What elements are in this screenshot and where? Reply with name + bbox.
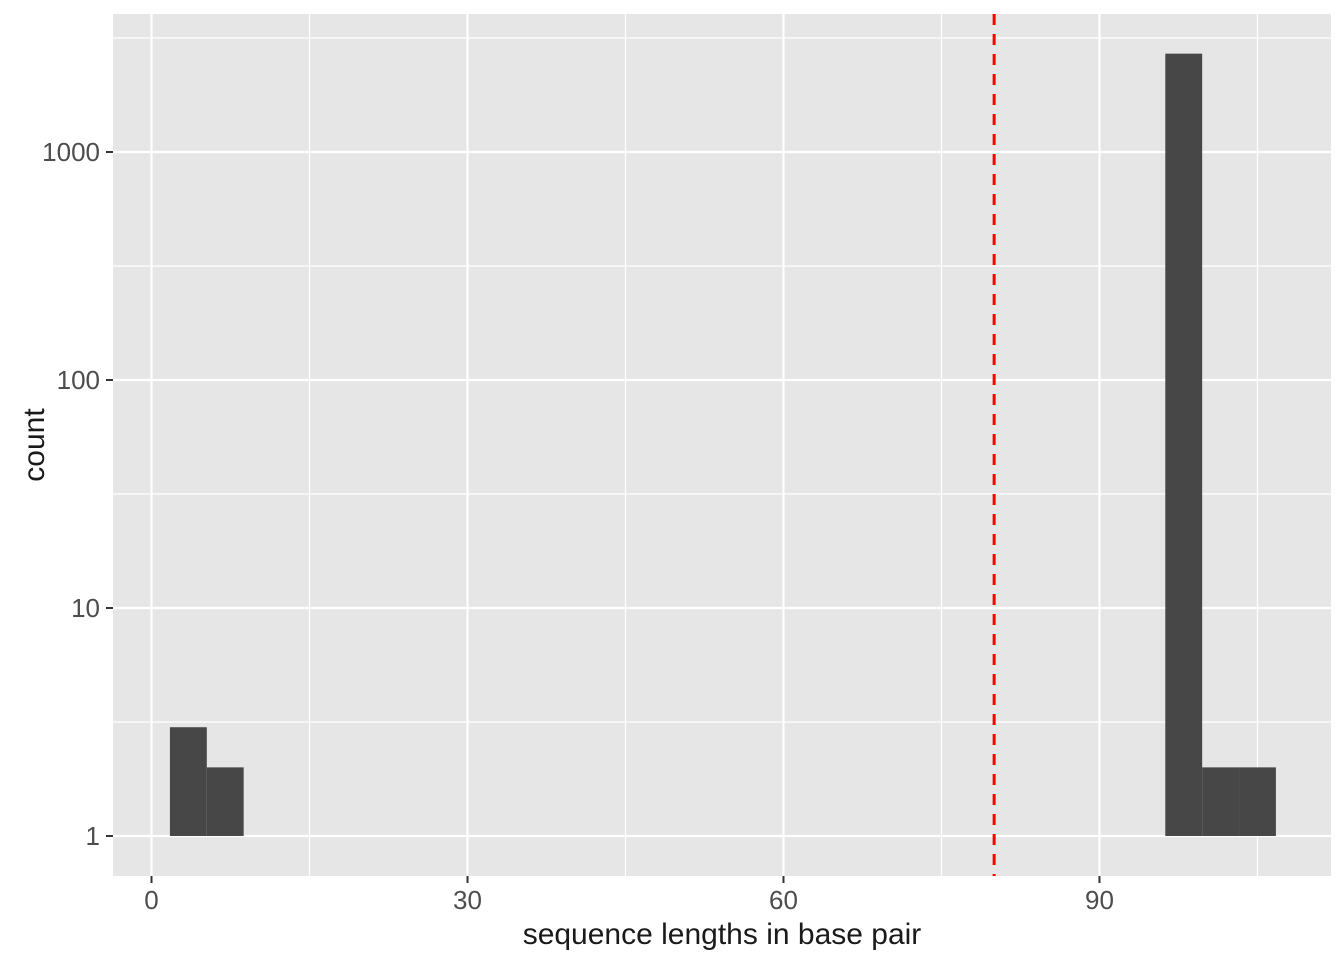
grid-major (113, 14, 1331, 876)
histogram-bars (169, 53, 1276, 837)
histogram-bar (169, 727, 207, 836)
histogram-bar (1239, 767, 1276, 836)
x-tick-label: 90 (1085, 885, 1114, 915)
x-axis-title: sequence lengths in base pair (523, 918, 922, 951)
y-tick-label: 1 (86, 821, 100, 851)
grid-minor (113, 14, 1331, 876)
y-tick-label: 10 (71, 593, 100, 623)
histogram-bar (1165, 53, 1203, 837)
plot-panel (113, 14, 1331, 876)
y-axis-title: count (18, 408, 51, 482)
x-tick-label: 0 (144, 885, 158, 915)
panel-background (113, 14, 1331, 876)
histogram-bar (1202, 767, 1240, 836)
axis-tick-labels: 0 30 60 90 1 10 100 1000 (42, 137, 1114, 915)
y-tick-label: 1000 (42, 137, 100, 167)
y-tick-label: 100 (57, 365, 100, 395)
axis-ticks (106, 151, 1101, 883)
x-tick-label: 60 (769, 885, 798, 915)
x-tick-label: 30 (453, 885, 482, 915)
histogram-bar (206, 767, 244, 836)
